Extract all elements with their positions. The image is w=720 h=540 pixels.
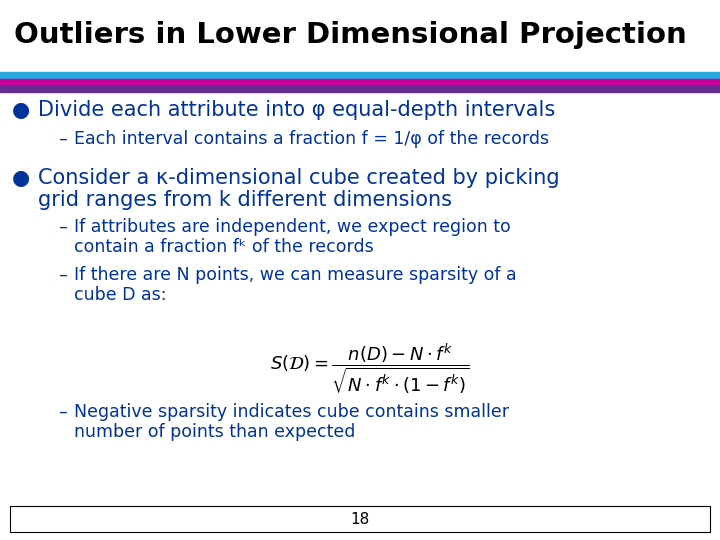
Bar [10,506,710,532]
Bar [0,72,720,79]
Bar [0,86,720,92]
Text: Outliers in Lower Dimensional Projection: Outliers in Lower Dimensional Projection [14,21,687,49]
Text: If there are N points, we can measure sparsity of a: If there are N points, we can measure sp… [74,266,517,284]
Text: number of points than expected: number of points than expected [74,423,356,441]
Text: grid ranges from k different dimensions: grid ranges from k different dimensions [38,190,452,210]
Bar [0,79,720,86]
Text: contain a fraction fᵏ of the records: contain a fraction fᵏ of the records [74,238,374,256]
Text: –: – [58,266,67,284]
Text: –: – [58,130,67,148]
Text: –: – [58,218,67,236]
Text: –: – [58,403,67,421]
Text: Consider a κ-dimensional cube created by picking: Consider a κ-dimensional cube created by… [38,168,559,188]
Text: ●: ● [12,100,30,120]
Text: cube D as:: cube D as: [74,286,166,304]
Bar [0,0,720,70]
Text: Each interval contains a fraction f = 1/φ of the records: Each interval contains a fraction f = 1/… [74,130,549,148]
Text: Divide each attribute into φ equal-depth intervals: Divide each attribute into φ equal-depth… [38,100,555,120]
Text: $S(\mathcal{D}) = \dfrac{n(D) - N \cdot f^k}{\sqrt{N \cdot f^k \cdot (1 - f^k)}}: $S(\mathcal{D}) = \dfrac{n(D) - N \cdot … [270,341,470,396]
Text: 18: 18 [351,511,369,526]
Text: ●: ● [12,168,30,188]
Text: If attributes are independent, we expect region to: If attributes are independent, we expect… [74,218,510,236]
Text: Negative sparsity indicates cube contains smaller: Negative sparsity indicates cube contain… [74,403,509,421]
